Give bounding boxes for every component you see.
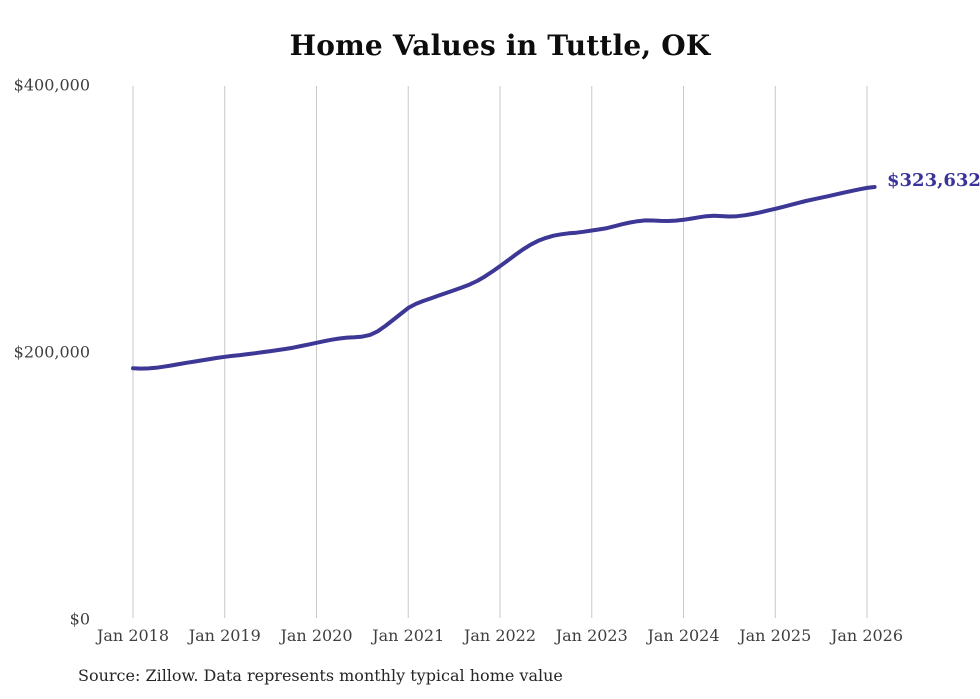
chart-title: Home Values in Tuttle, OK <box>289 29 711 62</box>
x-axis-tick-label: Jan 2026 <box>829 626 903 645</box>
x-axis-tick-label: Jan 2023 <box>554 626 628 645</box>
y-axis-tick-label: $200,000 <box>14 343 90 362</box>
x-axis-tick-label: Jan 2021 <box>370 626 444 645</box>
x-axis-tick-label: Jan 2022 <box>462 626 536 645</box>
y-axis-tick-label: $0 <box>70 610 90 629</box>
x-axis-tick-label: Jan 2025 <box>737 626 811 645</box>
latest-value-label: $323,632 <box>887 170 980 191</box>
x-axis-tick-label: Jan 2020 <box>278 626 352 645</box>
x-axis-tick-label: Jan 2019 <box>187 626 261 645</box>
x-axis-tick-label: Jan 2018 <box>95 626 169 645</box>
home-value-line <box>131 185 877 371</box>
y-axis-tick-label: $400,000 <box>14 76 90 95</box>
x-axis-tick-label: Jan 2024 <box>645 626 719 645</box>
source-note: Source: Zillow. Data represents monthly … <box>78 666 563 685</box>
